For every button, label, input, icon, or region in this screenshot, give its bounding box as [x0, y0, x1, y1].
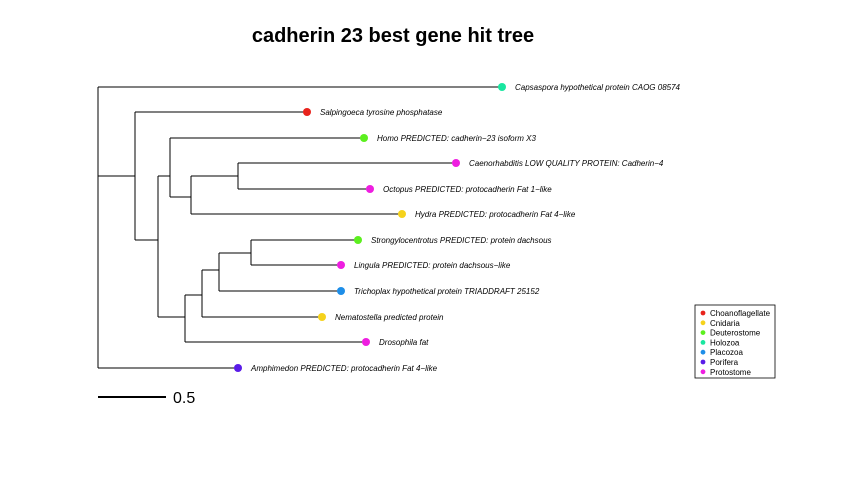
tip-drosophila: Drosophila fat: [362, 338, 429, 347]
tip-marker: [398, 210, 406, 218]
tip-marker: [362, 338, 370, 346]
legend-swatch: [700, 320, 706, 326]
legend-label: Deuterostome: [710, 329, 761, 338]
legend: ChoanoflagellateCnidariaDeuterostomeHolo…: [694, 304, 776, 379]
legend-swatch: [700, 330, 706, 335]
tip-caenorhabditis: Caenorhabditis LOW QUALITY PROTEIN: Cadh…: [452, 159, 664, 168]
tip-marker: [234, 364, 242, 372]
tip-marker: [337, 287, 345, 295]
legend-swatch: [700, 369, 706, 375]
tip-homo: Homo PREDICTED: cadherin−23 isoform X3: [360, 134, 537, 143]
tip-octopus: Octopus PREDICTED: protocadherin Fat 1−l…: [366, 185, 552, 194]
tip-label: Caenorhabditis LOW QUALITY PROTEIN: Cadh…: [469, 159, 664, 168]
tip-marker: [498, 83, 506, 91]
legend-swatch: [700, 340, 706, 345]
tip-hydra: Hydra PREDICTED: protocadherin Fat 4−lik…: [398, 210, 576, 219]
tip-label: Lingula PREDICTED: protein dachsous−like: [354, 261, 511, 270]
tip-label: Capsaspora hypothetical protein CAOG 085…: [515, 83, 681, 92]
tip-label: Octopus PREDICTED: protocadherin Fat 1−l…: [383, 185, 552, 194]
tip-lingula: Lingula PREDICTED: protein dachsous−like: [337, 261, 511, 270]
tip-marker: [452, 159, 460, 167]
legend-label: Porifera: [710, 358, 739, 367]
tip-marker: [318, 313, 326, 321]
tip-nematostella: Nematostella predicted protein: [318, 313, 444, 322]
legend-swatch: [700, 349, 706, 355]
tip-amphimedon: Amphimedon PREDICTED: protocadherin Fat …: [234, 364, 438, 373]
legend-swatch: [700, 359, 706, 365]
legend-box: [694, 304, 776, 379]
tip-label: Strongylocentrotus PREDICTED: protein da…: [371, 236, 552, 245]
legend-label: Placozoa: [710, 348, 743, 357]
legend-swatch: [700, 310, 706, 316]
tip-label: Amphimedon PREDICTED: protocadherin Fat …: [250, 364, 438, 373]
tip-label: Homo PREDICTED: cadherin−23 isoform X3: [377, 134, 537, 143]
tip-marker: [337, 261, 345, 269]
tree-edges: [97, 86, 502, 369]
tip-label: Hydra PREDICTED: protocadherin Fat 4−lik…: [415, 210, 576, 219]
scale-bar-label: 0.5: [173, 390, 195, 407]
tip-marker: [360, 134, 368, 142]
tip-marker: [366, 185, 374, 193]
scale-bar: 0.5: [98, 390, 195, 407]
legend-label: Protostome: [710, 368, 751, 377]
legend-label: Cnidaria: [710, 319, 740, 328]
tip-capsaspora: Capsaspora hypothetical protein CAOG 085…: [498, 83, 681, 92]
legend-label: Holozoa: [710, 338, 740, 347]
tip-trichoplax: Trichoplax hypothetical protein TRIADDRA…: [337, 287, 540, 296]
tip-label: Nematostella predicted protein: [335, 313, 444, 322]
tip-label: Trichoplax hypothetical protein TRIADDRA…: [354, 287, 540, 296]
tip-marker: [354, 236, 362, 244]
tree-title: cadherin 23 best gene hit tree: [252, 25, 534, 47]
tip-label: Drosophila fat: [379, 338, 429, 347]
legend-label: Choanoflagellate: [710, 309, 771, 318]
tree-tips: Capsaspora hypothetical protein CAOG 085…: [234, 83, 681, 373]
tip-strongylocentrotus: Strongylocentrotus PREDICTED: protein da…: [354, 236, 552, 245]
tip-marker: [303, 108, 311, 116]
tip-label: Salpingoeca tyrosine phosphatase: [320, 108, 443, 117]
tip-salpingoeca: Salpingoeca tyrosine phosphatase: [303, 108, 443, 117]
